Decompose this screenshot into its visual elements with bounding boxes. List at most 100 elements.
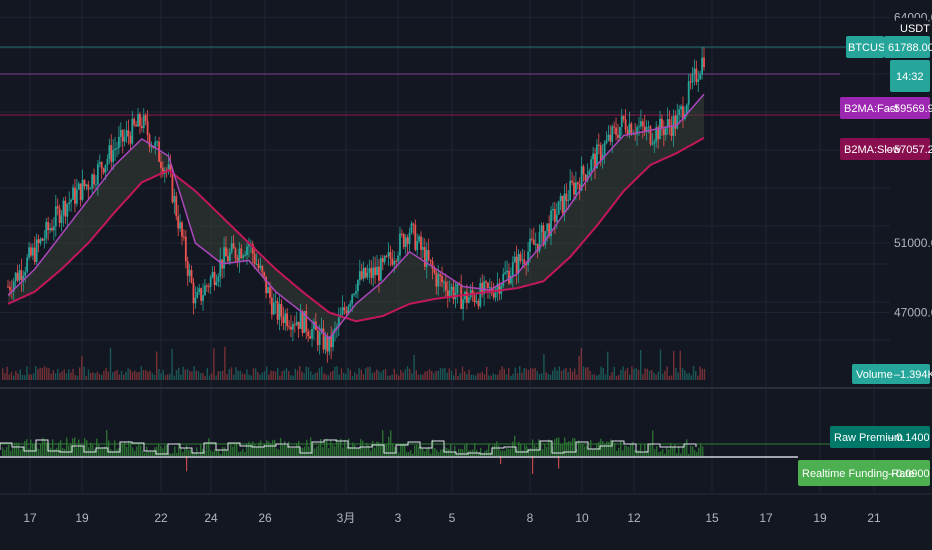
candle-body [353,293,355,295]
candle-body [506,270,508,273]
candle-body [202,295,204,301]
candle-body [66,204,69,217]
premium-bar [420,445,422,456]
candle-body [567,199,570,201]
volume-bar [292,375,294,380]
candles [7,47,705,363]
volume-bar [283,370,285,380]
candle-body [574,182,577,195]
funding-rate-tag: Realtime Funding Rate – 0.0900 [798,460,930,486]
candle-body [355,291,357,294]
candle-body [232,243,235,249]
volume-bar [213,348,215,380]
volume-bar [644,368,646,380]
candle-body [62,200,65,216]
premium-bar [230,442,232,456]
volume-bar [15,370,17,380]
candle-body [139,114,141,127]
premium-bar [90,442,92,456]
volume-bar [554,367,556,380]
premium-bar [494,443,496,456]
candle-body [246,246,248,255]
premium-bar [654,449,656,456]
volume-bar [510,375,512,380]
volume-bar [387,375,389,380]
price-pane[interactable] [0,46,846,363]
premium-bar [638,450,640,456]
premium-bar [602,441,604,456]
candle-body [687,81,690,105]
premium-bar [646,450,648,456]
premium-bar [400,444,402,456]
candle-body [265,276,268,293]
funding-indicator-pane[interactable] [0,429,830,474]
premium-bar [222,447,224,456]
volume-bar [59,372,61,380]
premium-bar [10,450,12,456]
premium-bar [332,444,334,456]
volume-bar [453,375,455,380]
candle-body [244,254,246,256]
volume-bar [365,368,367,380]
premium-bar [302,447,304,456]
x-tick-label: 3月 [337,511,356,525]
volume-bar [479,373,481,380]
premium-bar [94,449,96,456]
volume-bar [193,366,195,380]
candle-body [228,252,231,262]
volume-bar [444,368,446,380]
candle-body [628,123,631,135]
candle-body [597,144,600,146]
candle-body [513,256,516,263]
premium-bar [378,442,380,456]
volume-bar [318,368,321,380]
volume-bar [697,375,699,380]
volume-bar [149,370,151,380]
candle-body [137,114,139,127]
volume-tag: Volume – 1.394K [852,364,932,384]
candle-body [309,336,312,339]
volume-bar [569,368,571,380]
volume-bar [442,368,444,380]
premium-bar [596,443,598,456]
volume-bar [43,366,46,380]
candle-body [305,310,308,332]
premium-bar [432,439,434,456]
candle-body [70,199,72,202]
premium-bar [700,443,702,456]
candle-body [448,290,451,297]
candle-body [60,215,63,224]
ma-fast-tag: B2MA:Fast – 59569.91 [840,97,932,119]
candle-body [385,256,388,258]
volume-bar [217,371,219,380]
volume-bar [470,374,472,380]
volume-bar [351,375,354,380]
volume-bar [424,371,426,380]
volume-bar [160,373,162,380]
volume-bar [230,367,233,380]
candle-body [119,130,122,137]
funding-rate-tag-name: Realtime Funding Rate [802,468,915,480]
premium-bar [692,446,694,456]
candle-body [213,272,216,286]
volume-bar [690,375,692,380]
candle-body [603,143,606,155]
volume-bar [481,371,483,380]
candle-body [471,290,474,296]
premium-bar [648,444,650,456]
volume-bar [81,355,83,380]
candle-body [408,232,411,245]
volume-bar [538,374,541,380]
volume-bar [607,351,609,380]
candle-body [161,167,164,174]
candle-body [640,121,642,127]
ma-slow-tag-value: 57057.29 [894,144,932,156]
volume-bar [615,375,618,380]
candle-body [488,287,491,289]
volume-bar [312,374,314,380]
candle-body [490,287,493,294]
candle-body [664,127,667,136]
time-axis[interactable]: 17 19 22 24 26 3月 3 5 8 10 12 15 17 19 21 [23,511,881,525]
premium-bar [102,446,104,456]
